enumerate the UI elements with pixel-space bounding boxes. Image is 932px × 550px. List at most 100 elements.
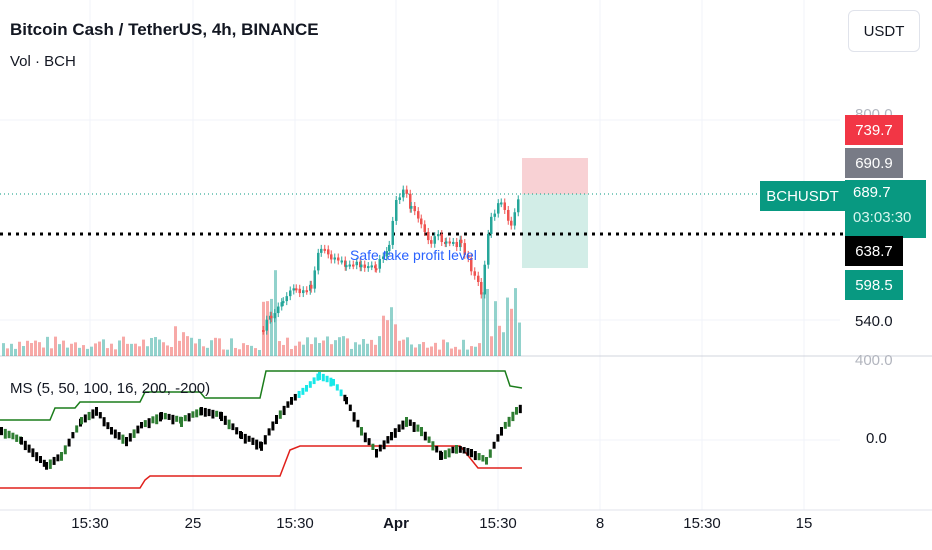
volume-bar [498,325,501,356]
volume-bar [302,344,305,356]
take-profit-zone[interactable] [522,158,588,194]
oscillator-bar [125,437,128,447]
oscillator-label[interactable]: MS (5, 50, 100, 16, 200, -200) [10,380,211,397]
volume-bar [414,347,417,356]
oscillator-bar [325,375,329,383]
oscillator-bar [507,416,511,427]
stop-loss-zone[interactable] [522,194,588,268]
volume-bar [150,337,153,356]
oscillator-bar [335,384,339,391]
oscillator-bar [458,446,462,453]
oscillator-bar [183,415,187,422]
oscillator-bar [440,452,443,460]
candle-body [517,199,520,213]
volume-bar [82,345,85,356]
oscillator-bar [477,453,481,461]
oscillator-bar [367,438,371,446]
take-profit-price-tag: 739.7 [845,115,903,145]
candle-body [363,264,366,268]
upper-band [0,370,523,421]
volume-bar [438,349,441,356]
volume-bar [30,343,33,356]
oscillator-bar [191,411,195,418]
candle-body [473,271,476,276]
candle-body [323,248,326,251]
volume-bar [206,347,209,356]
candle-body [448,241,451,244]
lower-band [0,445,522,489]
volume-bar [34,340,37,356]
candle-body [378,258,381,269]
oscillator-bar [316,373,320,381]
candle-body [344,260,347,267]
volume-bar [186,336,189,356]
volume-bar [306,337,309,356]
oscillator-bar [293,393,297,401]
oscillator-bar [431,441,435,451]
candle-body [463,243,466,255]
candle-body [440,234,443,243]
oscillator-bar [235,427,239,435]
grid [0,0,840,510]
volume-bar [174,326,177,356]
oscillator-bar [297,390,301,398]
oscillator-bar [171,414,175,425]
oscillator-bar [405,417,408,427]
oscillator-bar [447,448,451,458]
candle-body [295,288,298,291]
oscillator-bar [143,420,147,428]
candle-body [273,313,276,319]
time-axis-label: 15 [795,515,813,532]
candle-body [374,265,377,269]
volume-bar [58,344,61,356]
candle-body [289,290,292,297]
oscillator-bar [451,446,455,454]
volume-indicator-label[interactable]: Vol · BCH [10,53,76,70]
oscillator-bar [39,456,42,464]
candle-body [459,239,462,248]
oscillator-bar [220,412,223,422]
volume-bar [510,308,513,356]
volume-bar [378,336,381,356]
candle-body [385,251,388,257]
oscillator-bar [121,434,125,444]
oscillator-bar [321,373,325,382]
oscillator [0,370,523,489]
volume-bar [502,332,505,356]
candle-body [388,244,391,252]
oscillator-bar [286,401,290,408]
oscillator-bar [110,427,113,435]
volume-bar [86,348,89,356]
candle-body [423,224,426,232]
volume-bar [90,346,93,356]
candle-body [333,257,336,260]
candle-body [427,231,430,241]
volume-bar [126,343,129,356]
oscillator-bar [117,432,121,440]
currency-button[interactable]: USDT [848,10,920,52]
volume-bar [246,345,249,356]
oscillator-bar [308,381,312,388]
oscillator-bar [435,446,439,453]
oscillator-bar [203,407,207,417]
volume-bar [214,337,217,356]
oscillator-bar [247,435,251,442]
volume-bar [370,339,373,356]
take-profit-annotation[interactable]: Safe take profit level [350,247,477,263]
oscillator-bar [318,372,321,380]
candles[interactable] [262,185,520,335]
volume-bar [434,342,437,356]
oscillator-bar [267,428,271,436]
volume-bar [22,346,25,356]
oscillator-bar [462,447,466,454]
volume-bar [74,342,77,356]
volume-bar [358,344,361,356]
symbol-title[interactable]: Bitcoin Cash / TetherUS, 4h, BINANCE [10,20,319,39]
time-axis-label: Apr [383,515,409,532]
volume-bar [406,337,409,356]
volume-bar [46,336,49,356]
volume-bar [134,343,137,356]
volume-bar [366,343,369,356]
